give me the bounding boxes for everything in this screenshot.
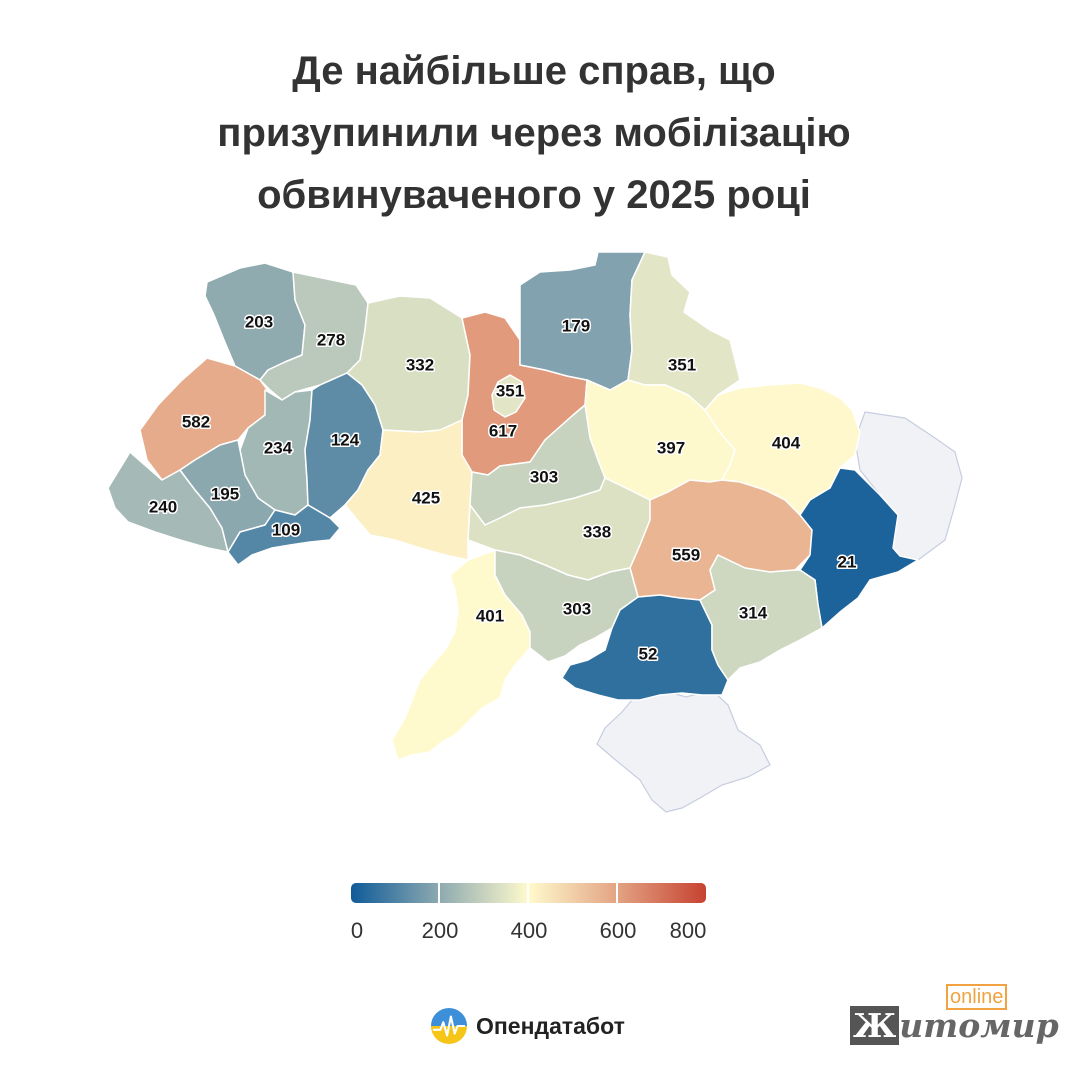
label-chernihiv: 179 (562, 317, 590, 336)
title-line-3: обвинуваченого у 2025 році (257, 173, 811, 217)
label-kyiv-city: 351 (496, 382, 524, 401)
label-ivano-frankivsk: 195 (211, 485, 239, 504)
region-donetsk[interactable] (799, 467, 919, 629)
label-chernivtsi: 109 (272, 521, 300, 540)
region-chernivtsi[interactable] (227, 504, 341, 566)
watermark-online-text: online (946, 984, 1008, 1010)
label-sumy: 351 (668, 356, 696, 375)
legend-separator (438, 883, 440, 903)
title-line-2: призупинили через мобілізацію (217, 111, 851, 155)
label-donetsk: 21 (838, 553, 857, 572)
label-rivne: 278 (317, 331, 345, 350)
watermark-name-rest: итомир (899, 1006, 1059, 1045)
label-zaporizhzhia: 314 (739, 604, 768, 623)
opendatabot-logo-icon (430, 1007, 468, 1045)
title-line-1: Де найбільше справ, що (292, 49, 776, 93)
chart-title: Де найбільше справ, що призупинили через… (0, 40, 1068, 226)
watermark-name: Житомир (850, 1006, 1059, 1046)
label-lviv: 582 (182, 413, 210, 432)
label-kyiv-oblast: 617 (489, 422, 517, 441)
label-odesa: 401 (476, 607, 504, 626)
label-dnipropetrovsk: 559 (672, 546, 700, 565)
label-zhytomyr: 332 (406, 356, 434, 375)
label-zakarpattia: 240 (149, 498, 177, 517)
watermark-name-first: Ж (850, 1006, 900, 1045)
label-khmelnytskyi: 124 (331, 431, 360, 450)
label-vinnytsia: 425 (412, 489, 440, 508)
legend-color-scale (351, 883, 706, 903)
occupied-crimea (596, 689, 771, 813)
region-mykolaiv[interactable] (494, 549, 639, 663)
label-ternopil: 234 (264, 439, 293, 458)
legend-separator (616, 883, 618, 903)
region-zaporizhzhia[interactable] (699, 554, 823, 681)
legend-tick-0: 0 (350, 918, 364, 943)
label-kharkiv: 404 (772, 434, 801, 453)
label-volyn: 203 (245, 313, 273, 332)
label-cherkasy: 303 (530, 468, 558, 487)
label-mykolaiv: 303 (563, 600, 591, 619)
legend-tick-800: 800 (669, 918, 707, 943)
region-kyiv-city[interactable] (491, 374, 526, 418)
zhytomyr-online-watermark: online Житомир (850, 984, 1059, 1046)
region-vinnytsia[interactable] (344, 419, 473, 561)
legend-tick-400: 400 (510, 918, 548, 943)
brand-name: Опендатабот (476, 1012, 625, 1039)
brand: Опендатабот (430, 1004, 625, 1048)
watermark-online: online (946, 984, 1009, 1010)
label-kherson: 52 (639, 645, 658, 664)
legend-tick-600: 600 (599, 918, 637, 943)
label-kirovohrad: 338 (583, 523, 611, 542)
legend-separator (527, 883, 529, 903)
label-poltava: 397 (657, 439, 685, 458)
legend-tick-200: 200 (421, 918, 459, 943)
